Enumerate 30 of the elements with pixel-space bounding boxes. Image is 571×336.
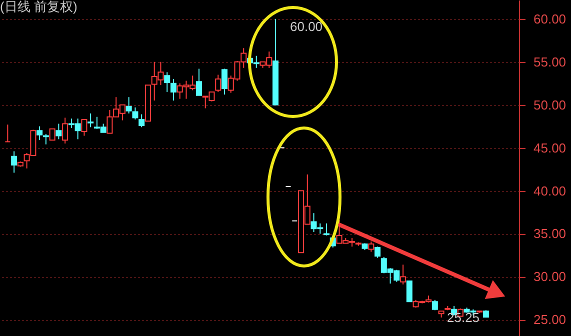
candlestick [138, 114, 145, 128]
candlestick [368, 240, 374, 252]
y-tick-label: 55.00 [534, 54, 566, 70]
candlestick [324, 222, 330, 236]
candlestick [406, 280, 412, 302]
candlestick [11, 150, 18, 174]
candlestick [88, 112, 94, 128]
candlestick [400, 264, 406, 285]
y-tick-label: 35.00 [534, 226, 566, 242]
candlestick [374, 246, 381, 258]
candlestick [196, 68, 202, 96]
candlestick [56, 123, 62, 140]
candlestick [221, 68, 228, 96]
candlestick [170, 78, 176, 102]
candlestick [4, 124, 11, 142]
y-tick-label: 60.00 [534, 11, 566, 26]
y-tick-label: 25.00 [534, 312, 566, 328]
candlestick [215, 74, 222, 92]
y-tick-label: 50.00 [534, 97, 566, 112]
candlestick [49, 128, 56, 141]
y-tick-label: 40.00 [534, 183, 566, 198]
candlestick [36, 126, 43, 141]
annotation: 60.00 [290, 19, 323, 34]
chart-title: (日线 前复权) [0, 0, 78, 14]
annotation: 25.25 [447, 310, 480, 325]
candlestick [62, 117, 68, 144]
candlestick [164, 72, 170, 92]
y-tick-label: 30.00 [534, 269, 566, 284]
y-tick-label: 45.00 [534, 140, 566, 156]
candlestick [81, 118, 88, 136]
